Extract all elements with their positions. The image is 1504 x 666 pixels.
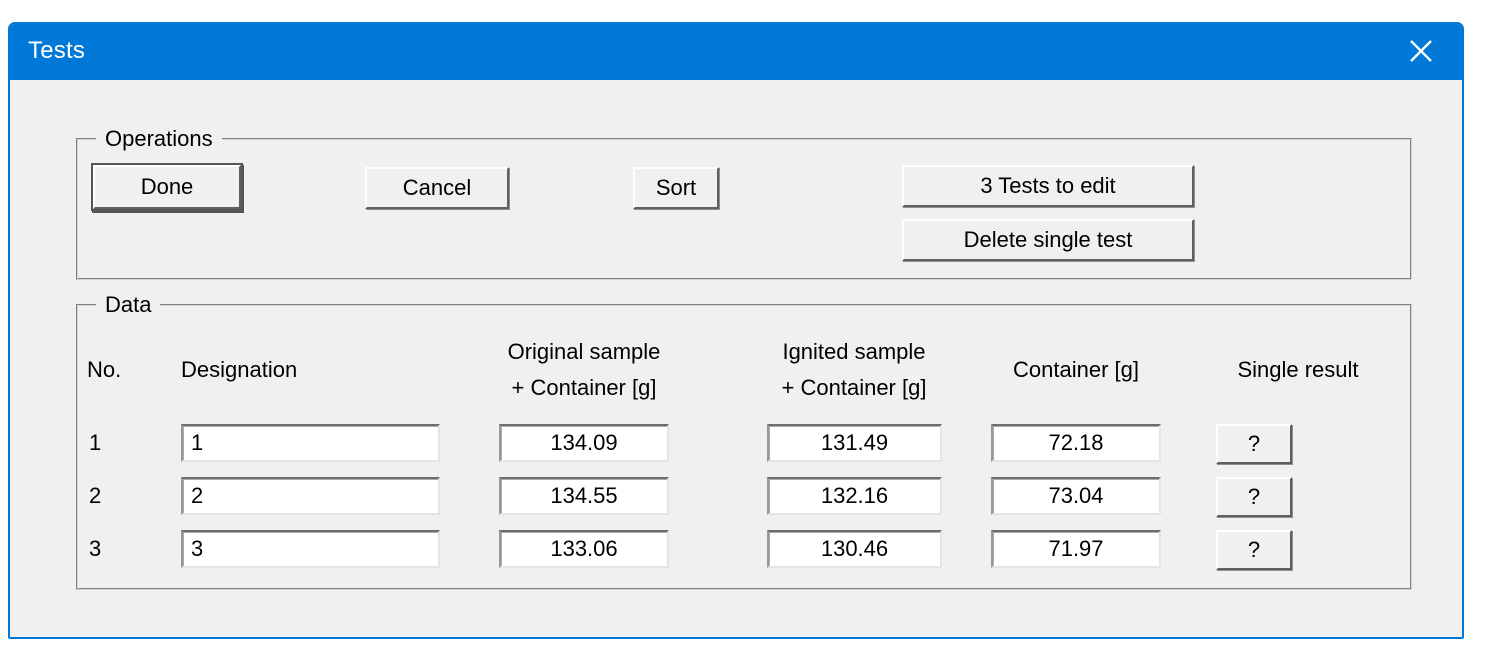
single-result-button-row2[interactable]: ? [1216,477,1292,517]
ignited-sample-input-row1[interactable] [767,424,942,462]
column-header-container: Container [g] [1013,357,1139,382]
sort-button[interactable]: Sort [633,167,719,209]
titlebar[interactable]: Tests [10,24,1462,80]
data-group-label: Data [105,292,152,317]
column-header-ignited-line2: + Container [g] [781,375,927,400]
column-header-original-sample: Original sample + Container [g] [449,332,719,408]
delete-single-test-button[interactable]: Delete single test [902,219,1194,261]
original-sample-input-row3[interactable] [499,530,669,568]
cancel-button[interactable]: Cancel [365,167,509,209]
column-header-designation: Designation [181,357,298,382]
window-title: Tests [28,37,86,64]
container-input-row1[interactable] [991,424,1161,462]
row-number: 2 [89,483,102,508]
close-button[interactable] [1390,24,1452,80]
single-result-button-row3[interactable]: ? [1216,530,1292,570]
container-input-row3[interactable] [991,530,1161,568]
operations-group-label: Operations [105,126,213,151]
row-number: 1 [89,430,102,455]
dialog-body: Operations Done Cancel Sort 3 Tests to e… [10,80,1462,637]
column-header-ignited-line1: Ignited sample [782,339,926,364]
ignited-sample-input-row3[interactable] [767,530,942,568]
designation-input-row2[interactable] [181,477,440,515]
data-group: Data [76,292,1412,590]
original-sample-input-row2[interactable] [499,477,669,515]
tests-dialog: Tests Operations Done Cancel Sort 3 Test… [8,22,1464,639]
done-button[interactable]: Done [93,165,241,209]
column-header-original-line2: + Container [g] [511,375,657,400]
container-input-row2[interactable] [991,477,1161,515]
original-sample-input-row1[interactable] [499,424,669,462]
single-result-button-row1[interactable]: ? [1216,424,1292,464]
ignited-sample-input-row2[interactable] [767,477,942,515]
column-header-no: No. [87,357,122,382]
designation-input-row1[interactable] [181,424,440,462]
row-number: 3 [89,536,102,561]
column-header-ignited-sample: Ignited sample + Container [g] [719,332,989,408]
column-header-single-result: Single result [1237,357,1359,382]
designation-input-row3[interactable] [181,530,440,568]
column-header-original-line1: Original sample [507,339,661,364]
tests-to-edit-button[interactable]: 3 Tests to edit [902,165,1194,207]
close-icon [1410,40,1432,62]
operations-group: Operations [76,126,1412,280]
